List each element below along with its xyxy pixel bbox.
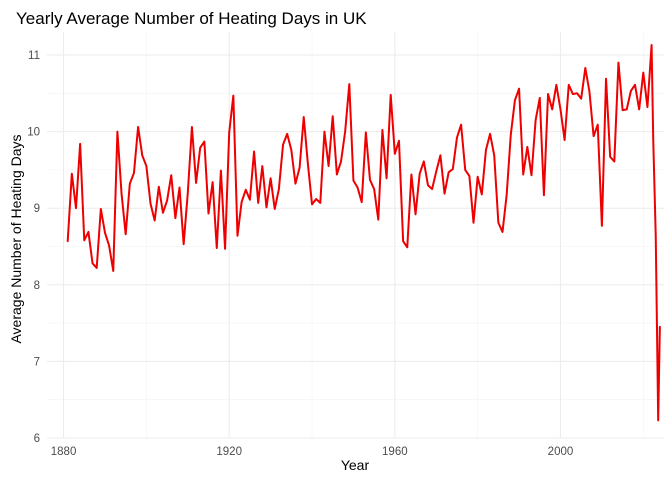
x-tick-label: 2000 <box>548 446 574 458</box>
y-axis-label: Average Number of Heating Days <box>8 134 24 343</box>
x-axis-label: Year <box>341 457 370 473</box>
x-tick-label: 1920 <box>216 446 242 458</box>
x-tick-label: 1960 <box>382 446 408 458</box>
y-tick-label: 7 <box>34 356 40 368</box>
y-tick-label: 6 <box>34 433 40 445</box>
axis-ticks: 1880 1920 1960 2000 6 7 8 9 10 11 <box>27 50 573 458</box>
gridlines <box>47 32 664 439</box>
y-tick-label: 10 <box>27 127 40 139</box>
heating-days-line <box>66 44 661 422</box>
x-tick-label: 1880 <box>51 446 77 458</box>
chart-title: Yearly Average Number of Heating Days in… <box>16 9 367 28</box>
y-tick-label: 9 <box>34 203 40 215</box>
y-tick-label: 8 <box>34 280 40 292</box>
y-tick-label: 11 <box>28 50 40 62</box>
